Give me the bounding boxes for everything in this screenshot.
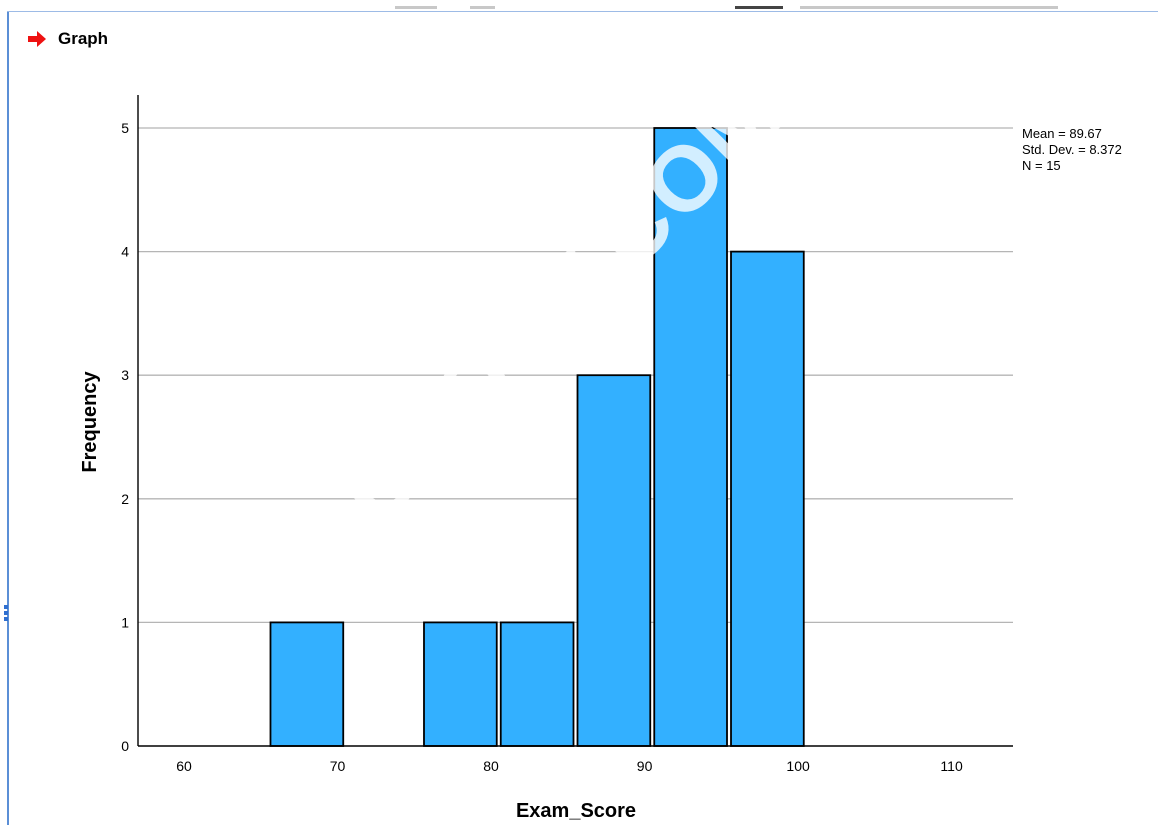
- histogram-bars: [269, 127, 805, 747]
- y-tick-label: 1: [121, 614, 129, 630]
- x-tick-label: 70: [330, 758, 346, 774]
- y-axis-label: Frequency: [79, 371, 101, 473]
- y-tick-label: 5: [121, 120, 129, 136]
- graph-heading-label: Graph: [58, 29, 109, 48]
- x-tick-label: 60: [176, 758, 192, 774]
- x-tick-label: 80: [483, 758, 499, 774]
- x-tick-labels: 60 70 80 90 100 110: [176, 758, 963, 774]
- y-tick-labels: 0 1 2 3 4 5: [121, 120, 129, 754]
- histogram-bar-1: [269, 621, 345, 747]
- toolbar-fragment: [735, 6, 783, 9]
- top-toolbar-strip: [0, 0, 1158, 10]
- output-frame-top: [7, 11, 1158, 12]
- x-tick-label: 100: [786, 758, 810, 774]
- stats-box: Mean = 89.67 Std. Dev. = 8.372 N = 15: [1022, 126, 1122, 173]
- y-tick-label: 2: [121, 491, 129, 507]
- toolbar-fragment: [470, 6, 495, 9]
- toolbar-fragment: [395, 6, 437, 9]
- red-right-arrow-icon: [28, 31, 46, 47]
- x-tick-label: 110: [940, 758, 963, 774]
- axes: [137, 95, 1013, 747]
- y-tick-label: 0: [121, 738, 129, 754]
- resize-grip-icon[interactable]: [3, 604, 9, 624]
- grid-lines: [138, 127, 1013, 624]
- histogram-bar-4: [576, 374, 652, 747]
- histogram-bar-6: [730, 250, 805, 747]
- y-tick-label: 3: [121, 367, 129, 383]
- histogram-bar-5: [653, 127, 728, 747]
- y-tick-label: 4: [121, 244, 129, 260]
- toolbar-fragment: [800, 6, 1058, 9]
- stats-n: N = 15: [1022, 158, 1061, 173]
- x-axis-label: Exam_Score: [516, 800, 636, 822]
- stats-std-dev: Std. Dev. = 8.372: [1022, 142, 1122, 157]
- histogram-bar-2: [423, 621, 498, 747]
- graph-heading[interactable]: Graph: [25, 26, 108, 52]
- stats-mean: Mean = 89.67: [1022, 126, 1102, 141]
- output-frame-left: [7, 12, 9, 825]
- histogram-bar-3: [499, 621, 575, 747]
- x-tick-label: 90: [637, 758, 653, 774]
